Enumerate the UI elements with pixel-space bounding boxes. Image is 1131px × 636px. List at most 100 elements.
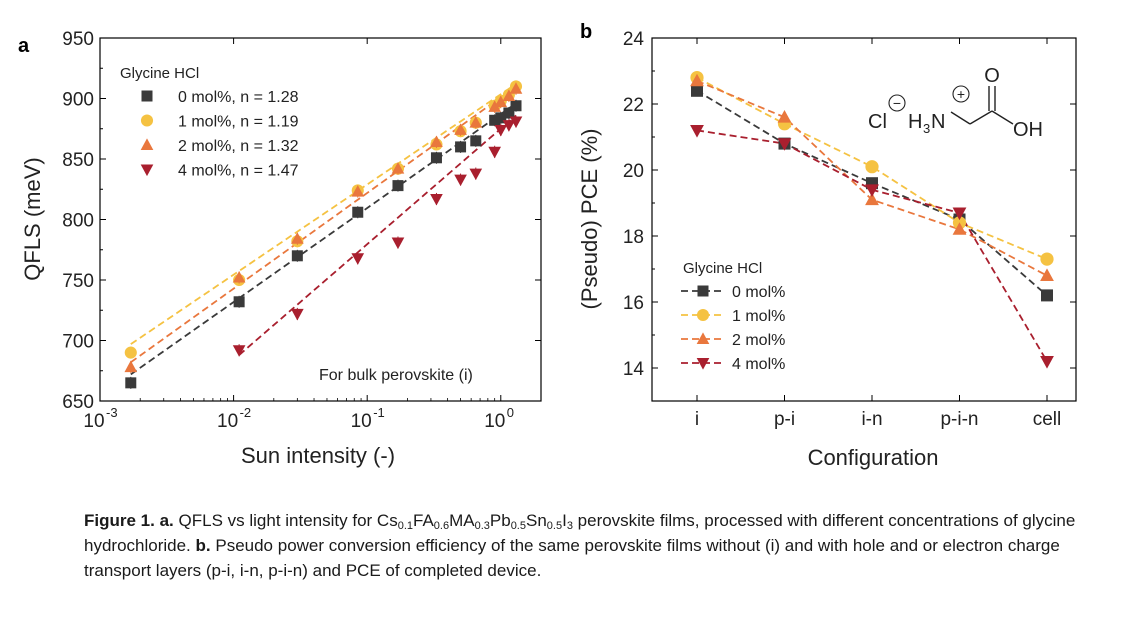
panel-a-fit-line — [130, 102, 517, 376]
panel-b-legend-label: 0 mol% — [732, 284, 785, 301]
panel-a-xtick-exponent: -2 — [240, 405, 252, 420]
panel-b-legend-label: 1 mol% — [732, 308, 785, 325]
panel-b-legend: 0 mol% 1 mol% 2 mol% 4 mol% — [681, 284, 785, 373]
formula-sn-sub: 0.5 — [546, 520, 563, 532]
panel-b-data-point — [952, 207, 967, 221]
panel-b-data-point — [690, 73, 704, 87]
panel-b-data-point — [865, 192, 879, 206]
bond-c-c — [969, 110, 993, 125]
panel-b-data-point — [1040, 252, 1054, 266]
panel-a-data-point — [351, 185, 365, 197]
positive-charge-icon — [952, 85, 970, 103]
panel-b-ytick-label: 14 — [623, 359, 645, 380]
panel-a-points — [124, 80, 523, 389]
figure-caption: Figure 1. a. QFLS vs light intensity for… — [84, 508, 1084, 583]
panel-a-data-point — [502, 120, 516, 132]
formula-fa: FA — [413, 511, 434, 530]
bond-c-oh — [991, 110, 1014, 125]
panel-b-ytick-label: 20 — [623, 161, 644, 182]
panel-a-ytick-label: 850 — [62, 150, 94, 171]
panel-a-legend-marker — [140, 164, 154, 177]
panel-a-data-point — [503, 107, 515, 119]
panel-a-ytick-label: 750 — [62, 271, 94, 292]
panel-a-data-point — [430, 135, 443, 148]
panel-a-data-point — [291, 232, 304, 244]
panel-b-ytick-label: 16 — [623, 293, 644, 314]
panel-a-fit-line — [238, 114, 517, 356]
carbonyl-oxygen: O — [984, 65, 1000, 87]
panel-a-xtick-exponent: -1 — [373, 405, 385, 420]
panel-a-fit-line — [130, 85, 517, 364]
panel-a-xtick-exponent: -3 — [106, 405, 118, 420]
formula-fa-sub: 0.6 — [433, 520, 450, 532]
panel-b-legend-label: 2 mol% — [732, 332, 785, 349]
panel-a-data-point — [495, 112, 507, 124]
panel-a-data-point — [351, 253, 365, 265]
panel-a-ylabel: QFLS (meV) — [20, 157, 45, 280]
panel-b-xtick-label: p-i — [774, 409, 795, 430]
panel-a-data-point — [124, 346, 137, 359]
panel-b-xtick-label: cell — [1033, 409, 1062, 430]
panel-b-legend-marker — [696, 358, 710, 370]
panel-b-ytick-label: 24 — [623, 29, 645, 50]
panel-a-data-point — [502, 89, 516, 102]
panel-a-data-point — [510, 100, 522, 112]
panel-b-legend-label: 4 mol% — [732, 356, 785, 373]
panel-b-ytick-label: 22 — [623, 95, 644, 116]
panel-a-annotation: For bulk perovskite (i) — [319, 367, 473, 384]
panel-a-xtick-label: 10 — [217, 411, 238, 432]
panel-a-data-point — [232, 345, 246, 357]
panel-a-ytick-label: 950 — [62, 29, 94, 50]
formula-i-sub: 3 — [566, 520, 573, 532]
panel-b-xtick-label: i — [695, 409, 699, 430]
caption-a-label: a. — [159, 511, 174, 530]
panel-a-ytick-label: 700 — [62, 332, 94, 353]
panel-b-data-point — [952, 222, 967, 235]
panel-a-data-point — [509, 82, 523, 94]
panel-a-data-point — [489, 114, 501, 126]
panel-a-xtick-label: 10 — [351, 411, 372, 432]
panel-b-data-point — [1041, 289, 1053, 302]
panel-a-data-point — [391, 237, 405, 250]
panel-b-xtick-label: p-i-n — [940, 409, 978, 430]
formula-ma-sub: 0.3 — [474, 520, 490, 532]
panel-a-data-point — [494, 125, 508, 137]
panel-a-data-point — [454, 174, 467, 187]
panel-b-data-point — [691, 84, 703, 97]
panel-b-legend-marker — [696, 332, 710, 344]
panel-a-data-point — [488, 146, 501, 159]
panel-a-data-point — [454, 123, 467, 135]
panel-b-legend-marker — [697, 285, 709, 297]
formula-pb: Pb — [489, 511, 511, 530]
caption-figure-label: Figure 1. — [84, 511, 155, 530]
panel-a-data-point — [494, 95, 508, 108]
negative-charge-icon — [888, 94, 906, 112]
panel-a-ytick-label: 900 — [62, 90, 94, 111]
panel-a-legend-marker — [141, 90, 153, 102]
panel-a-data-point — [430, 193, 443, 206]
panel-a-fit-line — [130, 83, 517, 345]
panel-b-data-point — [690, 125, 704, 138]
panel-a-data-point — [391, 162, 405, 174]
panel-a-xtick-label: 10 — [83, 411, 104, 432]
panel-b-series-line — [696, 76, 1048, 260]
panel-a-data-point — [233, 296, 245, 308]
panel-b-data-point — [777, 138, 792, 151]
panel-b-legend-title: Glycine HCl — [683, 260, 762, 277]
panel-b-data-point — [865, 160, 879, 174]
panel-a-xtick-exponent: 0 — [507, 405, 514, 420]
panel-a-label: a — [18, 35, 30, 57]
bond-n-c — [950, 111, 971, 125]
panel-b-points — [690, 71, 1054, 369]
panel-a-legend-label: 0 mol%, n = 1.28 — [178, 89, 299, 106]
panel-b-label: b — [580, 21, 592, 43]
panel-a-ytick-label: 800 — [62, 211, 94, 232]
panel-a-legend-label: 4 mol%, n = 1.47 — [178, 163, 299, 180]
panel-a-ytick-label: 650 — [62, 392, 94, 413]
panel-b-data-point — [1040, 356, 1054, 369]
panel-a-data-point — [488, 100, 501, 112]
panel-a-legend-title: Glycine HCl — [120, 65, 199, 82]
panel-a-data-point — [469, 116, 483, 128]
panel-a-data-point — [124, 360, 138, 373]
formula-sn: Sn — [525, 511, 547, 530]
